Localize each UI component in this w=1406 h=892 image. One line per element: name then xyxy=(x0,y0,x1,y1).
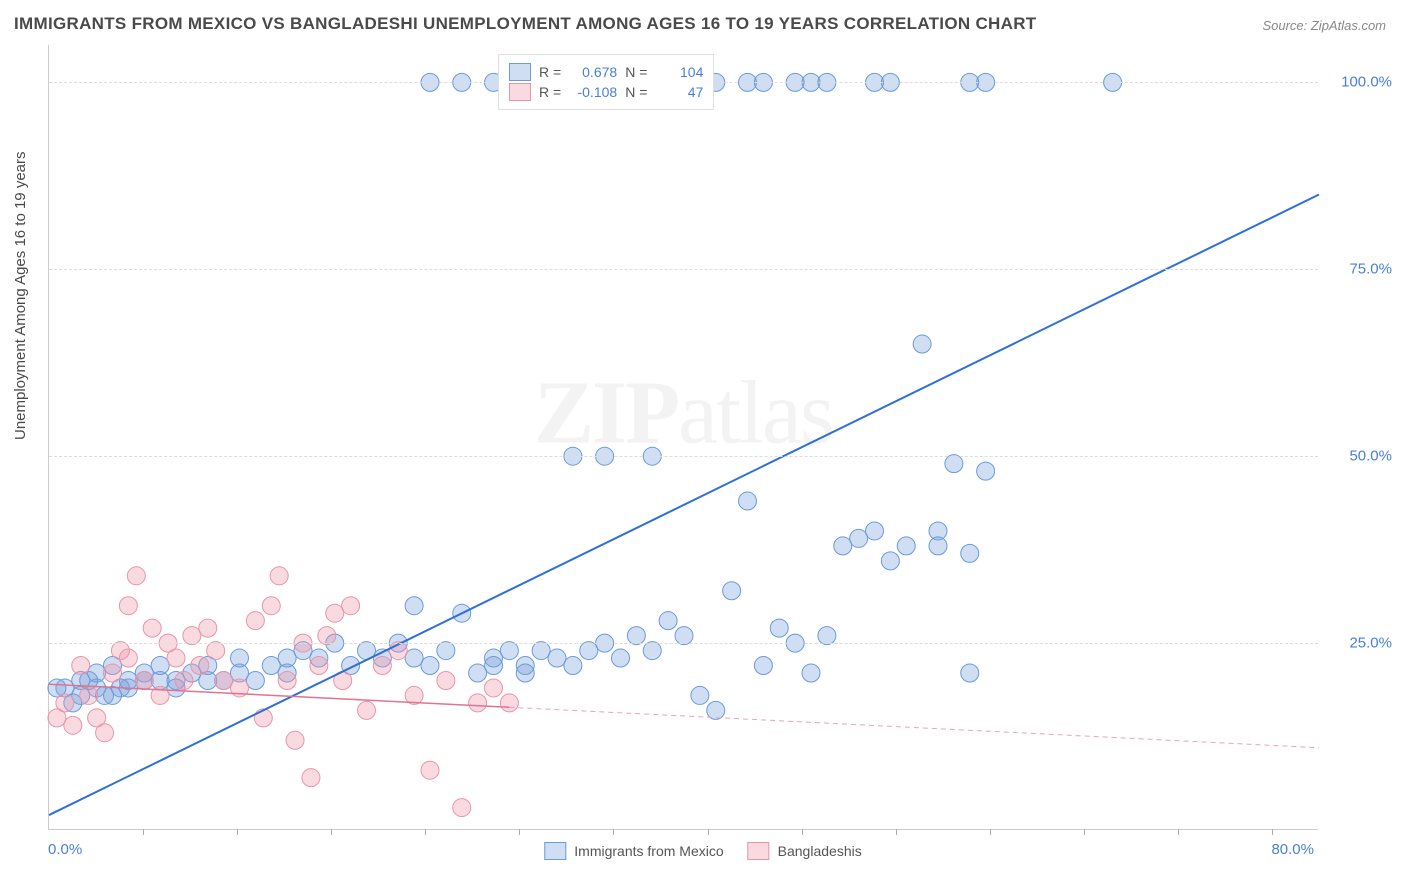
y-tick-label: 25.0% xyxy=(1349,635,1392,652)
swatch-pink-icon xyxy=(748,842,770,860)
legend-row-bangladeshi: R = -0.108 N = 47 xyxy=(509,83,703,101)
n-value: 47 xyxy=(655,84,703,100)
swatch-pink-icon xyxy=(509,83,531,101)
legend-item-mexico: Immigrants from Mexico xyxy=(544,842,723,860)
legend-label: Immigrants from Mexico xyxy=(574,843,723,859)
legend-row-mexico: R = 0.678 N = 104 xyxy=(509,63,703,81)
correlation-legend: R = 0.678 N = 104 R = -0.108 N = 47 xyxy=(498,54,714,110)
scatter-plot-svg xyxy=(49,45,1318,829)
swatch-blue-icon xyxy=(509,63,531,81)
y-axis-label: Unemployment Among Ages 16 to 19 years xyxy=(12,151,29,440)
x-tick-80: 80.0% xyxy=(1271,841,1314,858)
y-tick-label: 75.0% xyxy=(1349,261,1392,278)
source-label: Source: ZipAtlas.com xyxy=(1262,18,1386,33)
y-tick-label: 50.0% xyxy=(1349,448,1392,465)
r-label: R = xyxy=(539,64,561,80)
n-label: N = xyxy=(625,84,647,100)
swatch-blue-icon xyxy=(544,842,566,860)
n-label: N = xyxy=(625,64,647,80)
n-value: 104 xyxy=(655,64,703,80)
y-tick-label: 100.0% xyxy=(1341,74,1392,91)
r-label: R = xyxy=(539,84,561,100)
series-legend: Immigrants from Mexico Bangladeshis xyxy=(544,842,861,860)
legend-item-bangladeshi: Bangladeshis xyxy=(748,842,862,860)
chart-title: IMMIGRANTS FROM MEXICO VS BANGLADESHI UN… xyxy=(14,14,1036,34)
legend-label: Bangladeshis xyxy=(778,843,862,859)
x-tick-0: 0.0% xyxy=(48,841,82,858)
r-value: -0.108 xyxy=(569,84,617,100)
r-value: 0.678 xyxy=(569,64,617,80)
chart-plot-area: ZIPatlas xyxy=(48,45,1318,830)
